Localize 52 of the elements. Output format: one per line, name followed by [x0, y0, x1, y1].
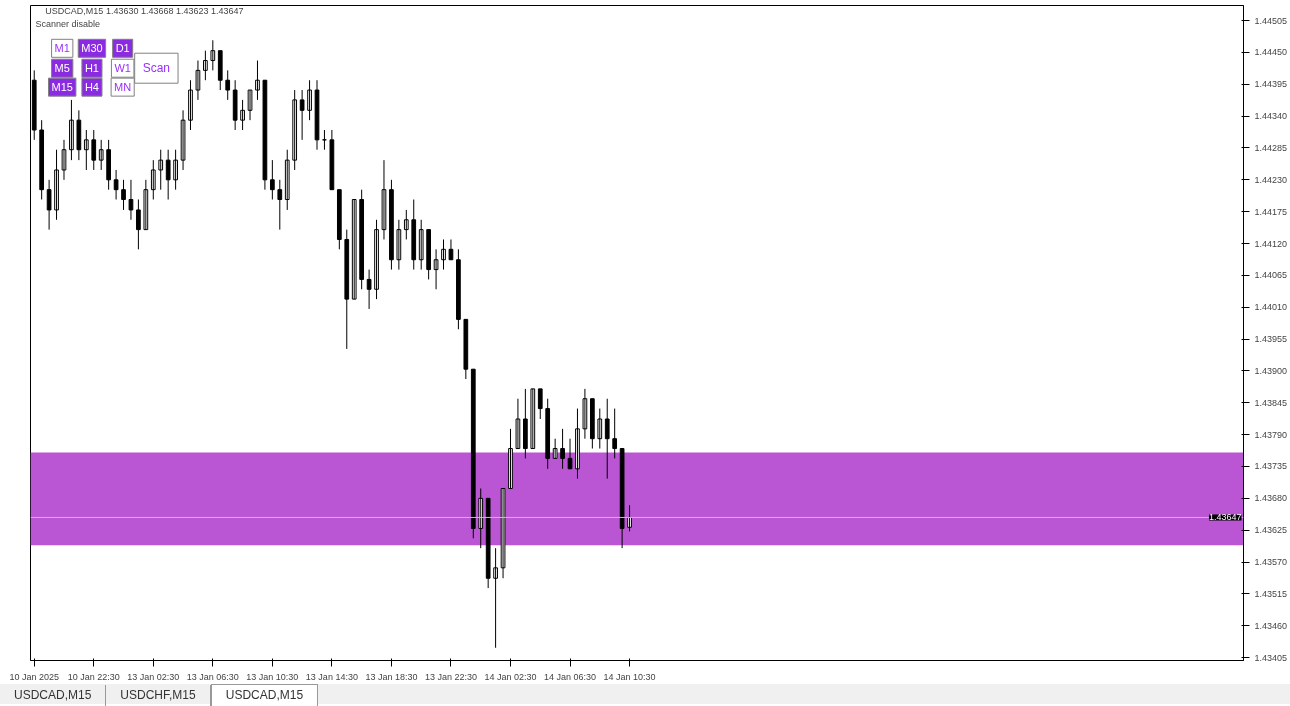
y-tick-label: 1.44505 — [1254, 15, 1288, 26]
y-tick-label: 1.43625 — [1254, 525, 1288, 536]
annotation: M1 — [54, 42, 70, 55]
x-tick-label: 13 Jan 14:30 — [305, 671, 358, 682]
candlestick — [493, 547, 498, 649]
x-tick-label: 14 Jan 10:30 — [603, 671, 656, 682]
y-tick-label: 1.44395 — [1254, 79, 1288, 90]
y-tick-label: 1.43845 — [1254, 397, 1288, 408]
annotation: H4 — [84, 81, 99, 94]
y-tick-label: 1.43570 — [1254, 557, 1288, 568]
x-tick-label: 14 Jan 02:30 — [484, 671, 537, 682]
x-tick-label: 14 Jan 06:30 — [544, 671, 597, 682]
y-tick-label: 1.44010 — [1254, 302, 1288, 313]
annotation: D1 — [115, 42, 130, 55]
x-tick-label: 13 Jan 02:30 — [127, 671, 180, 682]
annotation: M5 — [54, 62, 70, 75]
annotation: MN — [114, 81, 132, 94]
x-tick-label: 13 Jan 06:30 — [186, 671, 239, 682]
x-tick-label: 10 Jan 2025 — [9, 671, 59, 682]
text: USDCAD,M15 — [0, 685, 107, 706]
ref-line-label: 1.43647 — [1208, 512, 1242, 523]
annotation: USDCAD,M15 1.43630 1.43668 1.43623 1.43647 — [45, 6, 244, 17]
y-tick-label: 1.43735 — [1254, 461, 1288, 472]
x-tick-label: 13 Jan 10:30 — [246, 671, 299, 682]
y-tick-label: 1.43515 — [1254, 588, 1288, 599]
x-tick-label: 13 Jan 18:30 — [365, 671, 418, 682]
y-tick-label: 1.43405 — [1254, 652, 1288, 663]
y-tick-label: 1.44340 — [1254, 111, 1288, 122]
y-tick-label: 1.44230 — [1254, 174, 1288, 185]
y-tick-label: 1.44120 — [1254, 238, 1288, 249]
candlestick — [530, 388, 536, 450]
annotation: M30 — [81, 42, 103, 55]
y-tick-label: 1.43680 — [1254, 493, 1288, 504]
candlestick — [351, 199, 357, 300]
annotation: W1 — [114, 62, 131, 75]
text: USDCHF,M15 — [106, 685, 211, 706]
y-tick-label: 1.43955 — [1254, 334, 1288, 345]
text: USDCAD,M15 — [210, 684, 319, 706]
annotation: H1 — [84, 62, 99, 75]
y-tick-label: 1.43900 — [1254, 365, 1288, 376]
y-tick-label: 1.44285 — [1254, 142, 1288, 153]
y-tick-label: 1.43460 — [1254, 620, 1288, 631]
candlestick — [158, 149, 164, 191]
y-tick-label: 1.44175 — [1254, 206, 1288, 217]
x-tick-label: 13 Jan 22:30 — [424, 671, 477, 682]
annotation: Scanner disable — [35, 19, 100, 30]
y-tick-label: 1.43790 — [1254, 429, 1288, 440]
annotation: M15 — [51, 81, 73, 94]
y-tick-label: 1.44450 — [1254, 47, 1288, 58]
x-tick-label: 10 Jan 22:30 — [67, 671, 120, 682]
y-tick-label: 1.44065 — [1254, 270, 1288, 281]
annotation: Scan — [142, 61, 171, 76]
